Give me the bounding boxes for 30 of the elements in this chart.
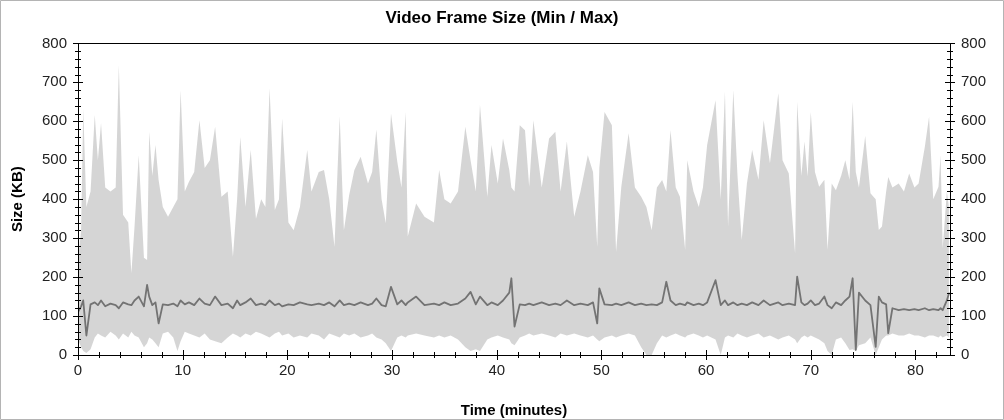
y2-tick-label: 600 — [961, 111, 987, 129]
x-tick-label: 10 — [174, 361, 192, 379]
y-tick-label: 400 — [41, 189, 67, 207]
x-tick-label: 0 — [73, 361, 83, 379]
y2-tick-label: 300 — [961, 228, 987, 246]
y2-tick-label: 400 — [961, 189, 987, 207]
y-tick-label: 0 — [58, 345, 67, 363]
y-tick-label: 500 — [41, 150, 67, 168]
y-tick-label: 200 — [41, 267, 67, 285]
y2-tick-label: 800 — [961, 33, 987, 51]
y-tick-label: 700 — [41, 72, 67, 90]
y2-tick-label: 0 — [961, 345, 970, 363]
y-tick-label: 600 — [41, 111, 67, 129]
y2-tick-label: 200 — [961, 267, 987, 285]
x-tick-label: 60 — [697, 361, 715, 379]
x-tick-label: 80 — [907, 361, 924, 379]
y2-tick-label: 500 — [961, 150, 987, 168]
x-tick-label: 30 — [383, 361, 401, 379]
chart-title: Video Frame Size (Min / Max) — [385, 7, 619, 27]
y2-tick-label: 100 — [961, 306, 987, 324]
y-tick-label: 100 — [41, 306, 67, 324]
x-tick-label: 40 — [488, 361, 506, 379]
y-tick-label: 300 — [41, 228, 67, 246]
x-axis-title: Time (minutes) — [460, 401, 568, 419]
y-axis-title: Size (KB) — [8, 166, 26, 233]
y2-tick-label: 700 — [961, 72, 987, 90]
x-tick-label: 50 — [593, 361, 610, 379]
x-tick-label: 20 — [279, 361, 296, 379]
x-tick-label: 70 — [802, 361, 820, 379]
y-tick-label: 800 — [41, 33, 67, 51]
